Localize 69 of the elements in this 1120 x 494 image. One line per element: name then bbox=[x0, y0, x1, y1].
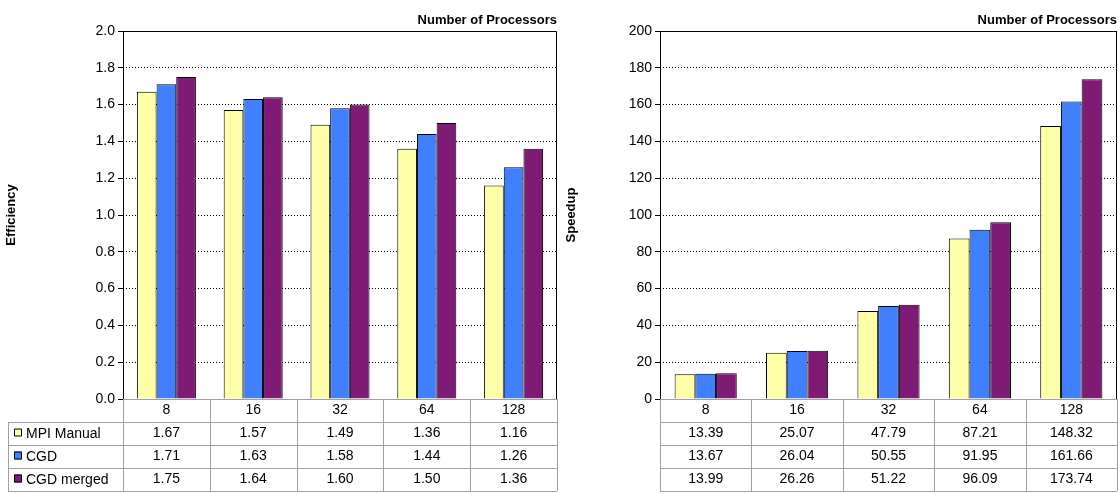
y-axis-title: Efficiency bbox=[3, 183, 19, 246]
data-label: 1.36 bbox=[499, 470, 528, 487]
y-tick-label: 0.6 bbox=[95, 279, 116, 296]
y-tick-label: 1.0 bbox=[95, 205, 116, 222]
data-label: 1.49 bbox=[326, 424, 354, 441]
data-label: 1.26 bbox=[499, 447, 528, 464]
data-label: 161.66 bbox=[1049, 447, 1093, 464]
data-label: 91.95 bbox=[962, 447, 998, 464]
data-label: 1.60 bbox=[326, 470, 354, 487]
x-axis-title: Number of Processors bbox=[977, 12, 1117, 28]
y-tick-label: 100 bbox=[628, 205, 653, 222]
y-tick-label: 40 bbox=[636, 316, 653, 333]
data-label: 26.04 bbox=[779, 447, 815, 464]
legend-label: MPI Manual bbox=[26, 425, 101, 442]
y-tick-label: 2.0 bbox=[95, 21, 116, 38]
data-label: 148.32 bbox=[1049, 424, 1093, 441]
data-label: 1.58 bbox=[326, 447, 354, 464]
x-axis-title: Number of Processors bbox=[417, 12, 557, 28]
y-tick-label: 20 bbox=[636, 353, 653, 370]
data-label: 26.26 bbox=[779, 470, 815, 487]
x-tick-label: 32 bbox=[880, 401, 897, 418]
data-label: 1.57 bbox=[239, 424, 268, 441]
y-tick-label: 180 bbox=[628, 58, 653, 75]
y-tick-label: 1.8 bbox=[95, 58, 116, 75]
y-tick-label: 120 bbox=[628, 169, 653, 186]
data-label: 96.09 bbox=[962, 470, 998, 487]
data-label: 47.79 bbox=[870, 424, 907, 441]
y-tick-label: 1.6 bbox=[95, 95, 116, 112]
data-label: 1.64 bbox=[239, 470, 268, 487]
y-tick-label: 60 bbox=[636, 279, 653, 296]
data-label: 50.55 bbox=[870, 447, 907, 464]
x-tick-label: 32 bbox=[332, 401, 348, 418]
data-label: 1.63 bbox=[239, 447, 268, 464]
y-tick-label: 0.2 bbox=[95, 353, 116, 370]
data-label: 13.99 bbox=[688, 470, 724, 487]
data-label: 1.16 bbox=[499, 424, 528, 441]
y-tick-label: 1.4 bbox=[95, 132, 116, 149]
x-tick-label: 8 bbox=[701, 401, 710, 418]
y-tick-label: 1.2 bbox=[95, 169, 116, 186]
x-tick-label: 16 bbox=[789, 401, 806, 418]
y-tick-label: 140 bbox=[628, 132, 653, 149]
y-tick-label: 160 bbox=[628, 95, 653, 112]
data-label: 87.21 bbox=[962, 424, 998, 441]
data-label: 13.67 bbox=[688, 447, 724, 464]
x-tick-label: 128 bbox=[501, 401, 526, 418]
legend-label: CGD merged bbox=[26, 471, 109, 488]
data-label: 1.36 bbox=[413, 424, 441, 441]
data-label: 1.71 bbox=[152, 447, 181, 464]
data-label: 1.67 bbox=[152, 424, 181, 441]
data-label: 51.22 bbox=[870, 470, 907, 487]
data-label: 25.07 bbox=[779, 424, 815, 441]
x-tick-label: 128 bbox=[1059, 401, 1084, 418]
data-label: 1.44 bbox=[413, 447, 441, 464]
y-tick-label: 0.8 bbox=[95, 242, 116, 259]
data-label: 1.75 bbox=[152, 470, 181, 487]
y-tick-label: 0.0 bbox=[95, 389, 116, 406]
y-axis-title: Speedup bbox=[563, 187, 579, 243]
y-tick-label: 0.4 bbox=[95, 316, 116, 333]
data-label: 13.39 bbox=[688, 424, 724, 441]
x-tick-label: 64 bbox=[972, 401, 988, 418]
legend-label: CGD bbox=[26, 448, 58, 465]
data-label: 173.74 bbox=[1049, 470, 1093, 487]
x-tick-label: 8 bbox=[162, 401, 171, 418]
y-tick-label: 200 bbox=[628, 21, 653, 38]
x-tick-label: 64 bbox=[419, 401, 435, 418]
data-label: 1.50 bbox=[413, 470, 441, 487]
y-tick-label: 0 bbox=[644, 389, 653, 406]
y-tick-label: 80 bbox=[636, 242, 653, 259]
x-tick-label: 16 bbox=[245, 401, 262, 418]
